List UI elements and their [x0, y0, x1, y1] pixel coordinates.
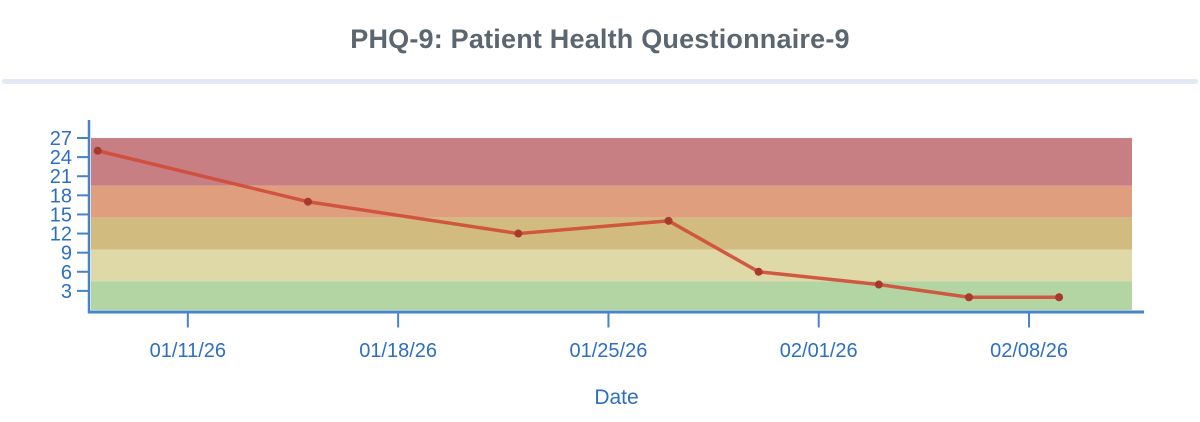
- y-tick-label: 6: [61, 262, 72, 284]
- data-point[interactable]: [664, 216, 673, 225]
- y-tick-label: 12: [50, 224, 72, 246]
- data-point[interactable]: [93, 146, 102, 155]
- y-tick-label: 3: [61, 281, 72, 303]
- header-divider: [2, 79, 1198, 84]
- x-tick-label: 01/25/26: [570, 340, 648, 362]
- y-tick-label: 27: [50, 128, 72, 150]
- x-tick-label: 01/11/26: [150, 340, 226, 362]
- y-tick-label: 18: [50, 185, 72, 207]
- data-point[interactable]: [1055, 293, 1064, 302]
- chart-title: PHQ-9: Patient Health Questionnaire-9: [350, 24, 850, 54]
- x-tick-label: 02/01/26: [780, 340, 858, 362]
- trend-line: [95, 149, 1061, 300]
- severity-band-severe: [91, 138, 1132, 186]
- data-point[interactable]: [514, 229, 523, 238]
- data-point[interactable]: [754, 267, 763, 276]
- x-tick-label: 02/08/26: [990, 340, 1068, 362]
- x-tick-label: 01/18/26: [359, 340, 437, 362]
- y-tick-label: 9: [61, 243, 72, 265]
- data-point[interactable]: [304, 197, 313, 206]
- y-tick-label: 21: [50, 166, 72, 188]
- y-tick-label: 15: [50, 204, 72, 226]
- severity-band-moderate: [91, 217, 1132, 250]
- x-axis-title: Date: [594, 386, 638, 409]
- severity-band-moderately-severe: [91, 185, 1132, 218]
- severity-band-mild: [91, 249, 1132, 282]
- data-point[interactable]: [964, 293, 973, 302]
- y-tick-label: 24: [50, 147, 72, 169]
- data-point[interactable]: [874, 280, 883, 289]
